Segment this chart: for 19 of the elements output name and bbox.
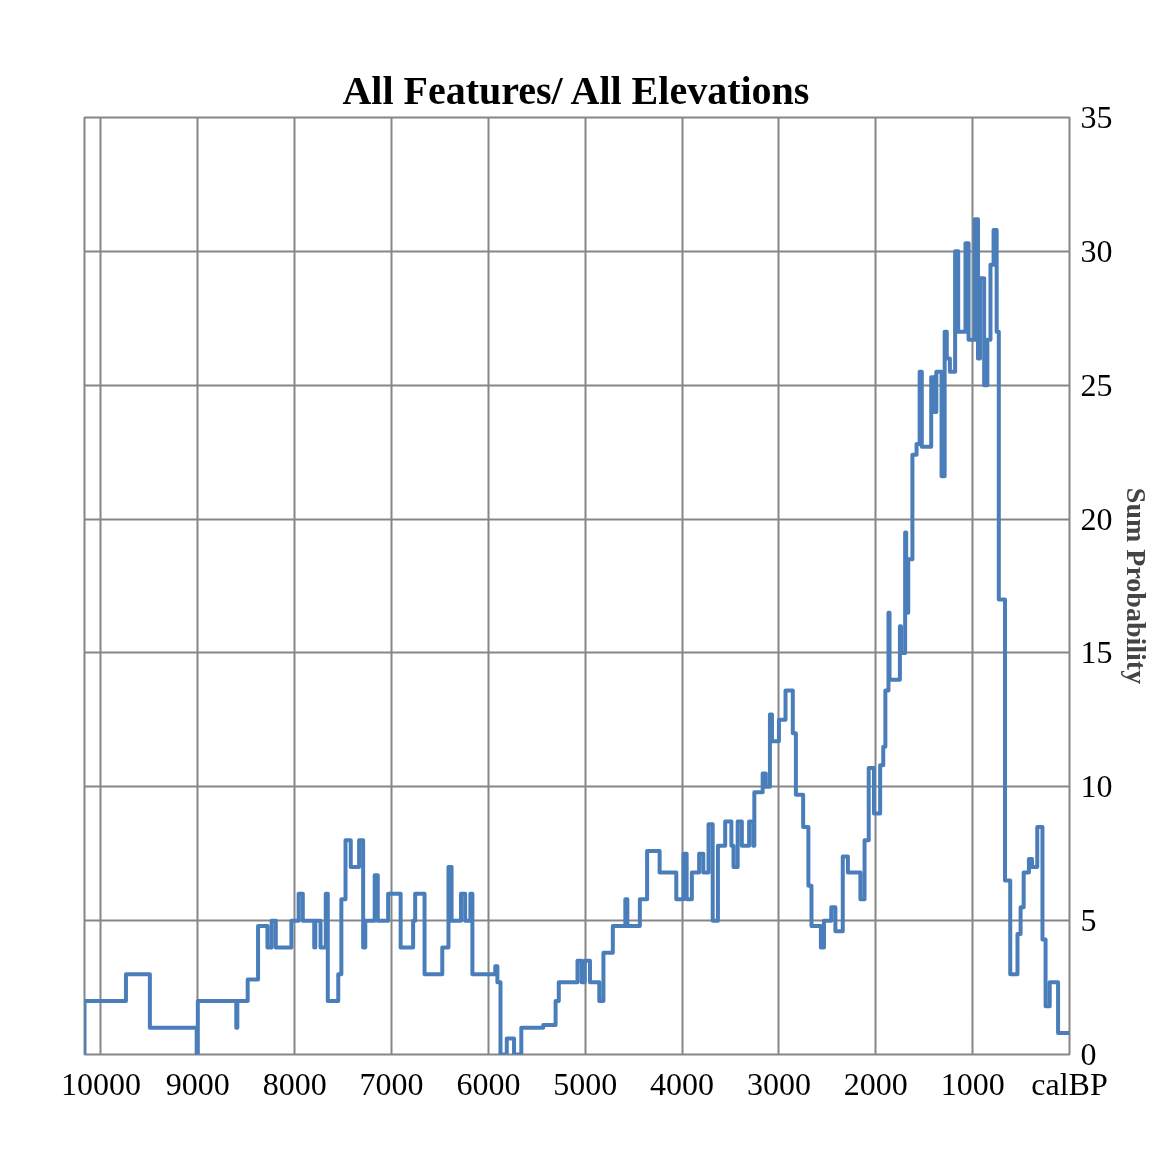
y-tick-label: 5	[1080, 902, 1097, 939]
x-tick-label: 8000	[262, 1065, 327, 1102]
x-tick-label: 4000	[650, 1065, 715, 1102]
x-tick-label: 9000	[165, 1065, 230, 1102]
y-tick-label: 35	[1080, 99, 1113, 135]
y-tick-label: 20	[1080, 500, 1113, 537]
y-tick-label: 10	[1080, 768, 1113, 805]
x-tick-label: 5000	[553, 1065, 618, 1102]
x-tick-label: 10000	[60, 1065, 141, 1102]
x-tick-label: 2000	[843, 1065, 908, 1102]
chart-title: All Features/ All Elevations	[342, 67, 810, 113]
y-axis-title: Sum Probability	[1120, 487, 1152, 685]
x-tick-label: 7000	[359, 1065, 424, 1102]
x-tick-label: 6000	[456, 1065, 521, 1102]
y-tick-label: 15	[1080, 634, 1113, 671]
x-tick-label: 3000	[746, 1065, 811, 1102]
y-tick-label: 30	[1080, 232, 1113, 269]
x-tick-label: 1000	[940, 1065, 1005, 1102]
y-tick-label: 25	[1080, 366, 1113, 403]
